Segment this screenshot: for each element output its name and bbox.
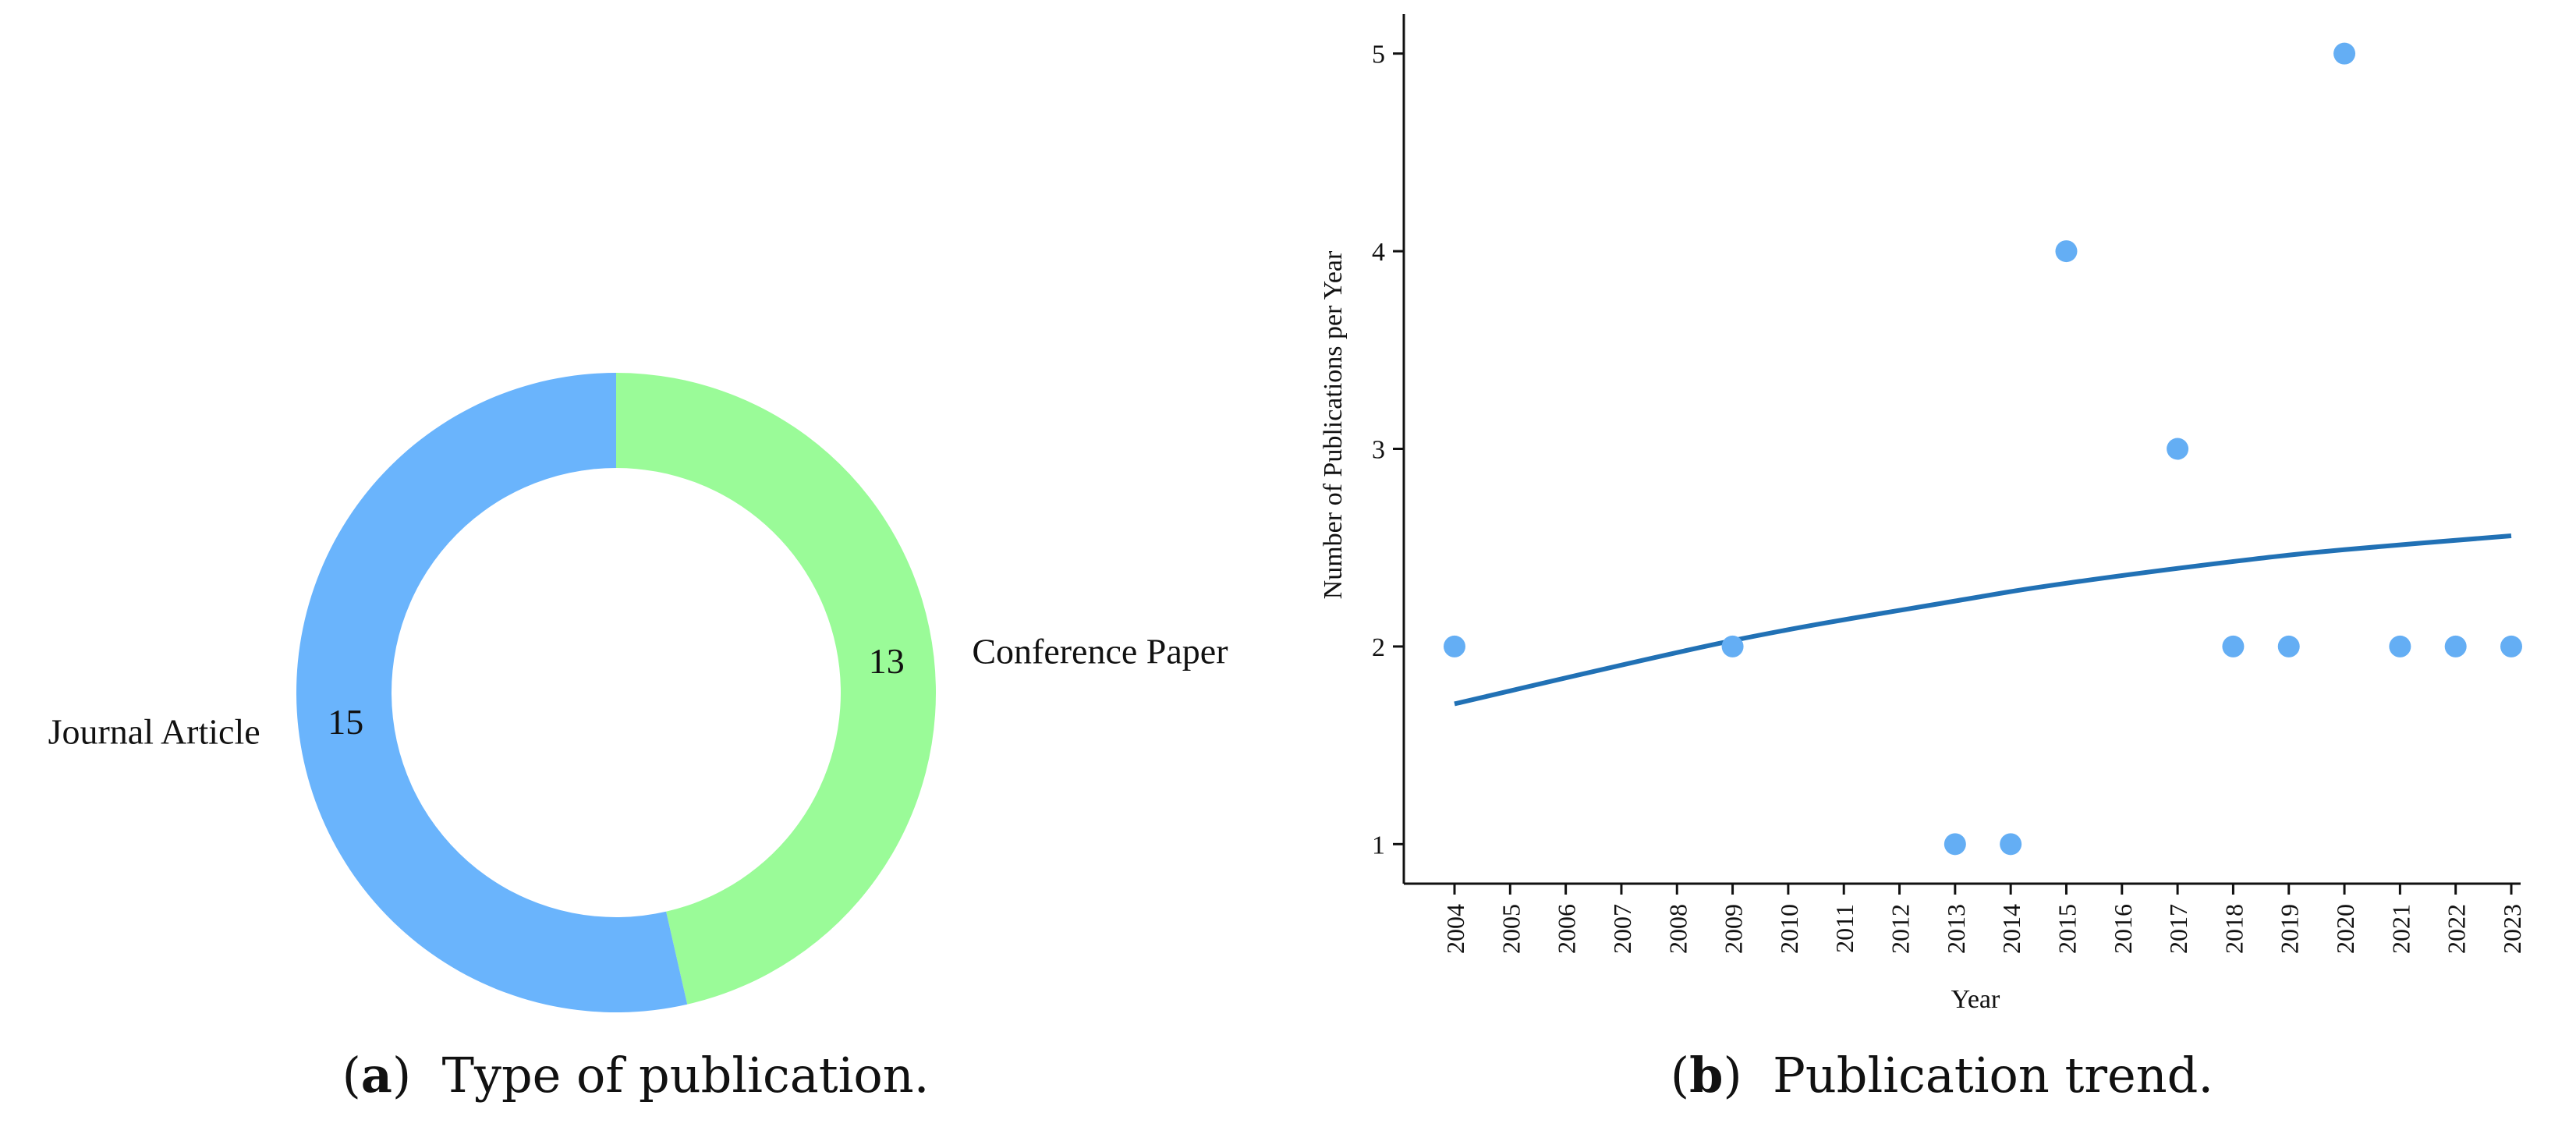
data-point-2018	[2222, 635, 2245, 657]
x-tick-label: 2018	[2220, 904, 2248, 954]
y-tick-label: 1	[1372, 831, 1385, 859]
data-point-2014	[2000, 833, 2022, 856]
x-tick-label: 2006	[1553, 904, 1581, 954]
data-point-2013	[1944, 833, 1966, 856]
data-point-2009	[1721, 635, 1744, 657]
data-point-2017	[2167, 438, 2189, 460]
publication-type-donut-chart: 13 Conference Paper 15 Journal Article	[48, 373, 1228, 1012]
data-points-group	[1444, 42, 2522, 856]
trend-line	[1454, 533, 2512, 707]
slice-value-label-journal-article: 15	[328, 702, 363, 742]
donut-slice-journal-article	[296, 373, 688, 1012]
data-point-2019	[2277, 635, 2300, 657]
caption-a-letter: a	[361, 1047, 392, 1104]
data-point-2015	[2055, 240, 2078, 263]
x-tick-label: 2016	[2109, 904, 2137, 954]
axes-group: 1 2 3 4 5 2004 2005 2006 2007 2008 2009 2010 2011 201…	[1372, 14, 2526, 954]
slice-category-label-journal-article: Journal Article	[48, 711, 260, 751]
data-point-2022	[2444, 635, 2467, 657]
x-tick-label: 2009	[1720, 904, 1748, 954]
x-tick-label: 2023	[2498, 904, 2526, 954]
data-point-2023	[2500, 635, 2522, 657]
caption-a-text: Type of publication.	[411, 1047, 929, 1104]
x-tick-label: 2019	[2276, 904, 2304, 954]
trend-line-group	[1454, 533, 2512, 707]
x-tick-label: 2017	[2164, 904, 2192, 954]
x-tick-label: 2004	[1441, 904, 1469, 954]
data-point-2004	[1444, 635, 1465, 657]
x-tick-label: 2013	[1942, 904, 1970, 954]
x-tick-label: 2021	[2386, 904, 2415, 954]
caption-a: (a) Type of publication.	[342, 1047, 930, 1104]
x-tick-label: 2014	[1997, 904, 2025, 954]
x-tick-label: 2011	[1830, 904, 1858, 953]
x-tick-label: 2005	[1497, 904, 1525, 954]
slice-category-label-conference-paper: Conference Paper	[972, 632, 1228, 672]
y-tick-label: 2	[1372, 633, 1385, 662]
caption-b: (b) Publication trend.	[1671, 1047, 2213, 1104]
x-tick-label: 2015	[2053, 904, 2081, 954]
y-axis-label: Number of Publications per Year	[1319, 250, 1348, 599]
data-point-2020	[2333, 42, 2356, 65]
data-point-2021	[2389, 635, 2411, 657]
x-tick-label: 2007	[1608, 904, 1636, 954]
x-tick-label: 2008	[1664, 904, 1692, 954]
y-tick-label: 4	[1372, 238, 1385, 267]
x-tick-label: 2022	[2443, 904, 2471, 954]
caption-b-text: Publication trend.	[1742, 1047, 2213, 1104]
publication-trend-scatter-chart: 1 2 3 4 5 2004 2005 2006 2007 2008 2009 2010 2011 201…	[1319, 14, 2526, 1014]
caption-b-letter: b	[1689, 1047, 1723, 1104]
x-tick-label: 2020	[2331, 904, 2359, 954]
y-tick-label: 3	[1372, 436, 1385, 465]
donut-slice-conference-paper	[616, 373, 937, 1005]
slice-value-label-conference-paper: 13	[869, 641, 905, 681]
x-axis-label: Year	[1951, 985, 2000, 1014]
x-tick-label: 2012	[1887, 904, 1915, 954]
x-tick-label: 2010	[1775, 904, 1803, 954]
y-tick-label: 5	[1372, 41, 1385, 69]
